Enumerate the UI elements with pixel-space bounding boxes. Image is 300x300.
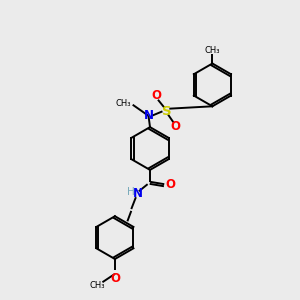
Text: O: O (110, 272, 120, 284)
Text: N: N (143, 109, 154, 122)
Text: O: O (151, 89, 161, 102)
Text: H: H (127, 188, 134, 197)
Text: CH₃: CH₃ (116, 99, 131, 108)
Text: CH₃: CH₃ (205, 46, 220, 55)
Text: CH₃: CH₃ (90, 281, 105, 290)
Text: N: N (133, 188, 143, 200)
Text: O: O (166, 178, 176, 191)
Text: S: S (161, 104, 171, 118)
Text: O: O (170, 120, 180, 133)
